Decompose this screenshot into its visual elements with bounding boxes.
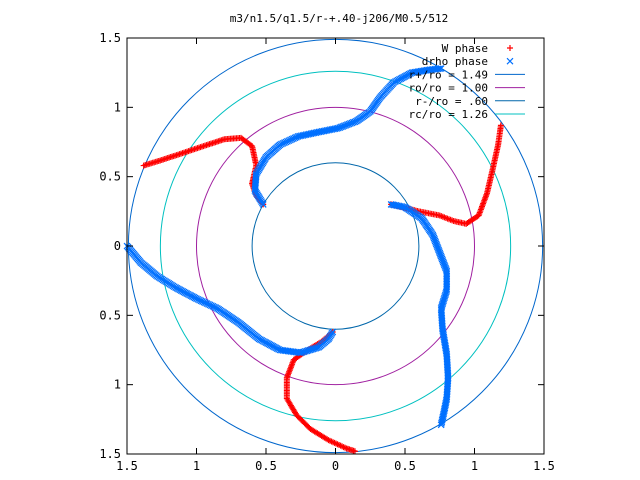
point [497, 122, 504, 129]
x-tick-label: 1 [471, 459, 478, 473]
y-tick-label: 0.5 [99, 170, 121, 184]
y-tick-label: 0.5 [99, 308, 121, 322]
x-tick-label: 0.5 [255, 459, 277, 473]
y-tick-label: 1 [114, 100, 121, 114]
legend-label: W phase [442, 42, 488, 55]
x-tick-label: 1.5 [116, 459, 138, 473]
legend-marker [506, 57, 514, 65]
point [437, 65, 445, 72]
x-tick-label: 0.5 [394, 459, 416, 473]
point [329, 328, 337, 336]
point [437, 421, 445, 429]
point [438, 419, 445, 427]
y-tick-label: 1.5 [99, 447, 121, 461]
circle-1 [196, 106, 475, 386]
legend-label: ro/ro = 1.00 [409, 82, 488, 95]
data-series [123, 65, 504, 455]
y-tick-label: 0 [114, 239, 121, 253]
y-tick-label: 1.5 [99, 31, 121, 45]
x-tick-label: 1 [193, 459, 200, 473]
legend-label: drho phase [422, 55, 488, 68]
x-tick-label: 0 [332, 459, 339, 473]
x-tick-label: 1.5 [533, 459, 555, 473]
point [351, 448, 358, 455]
legend-label: r+/ro = 1.49 [409, 68, 488, 81]
legend-label: r-/ro = .60 [415, 95, 488, 108]
axis-ticks: 1.5 1 0.5 0 0.5 1 1.51.510.500.511.5 [99, 31, 555, 473]
point [436, 65, 444, 73]
legend-marker [507, 45, 513, 51]
legend-label: rc/ro = 1.26 [409, 108, 488, 121]
circle-2 [251, 162, 420, 330]
circle-3 [159, 70, 512, 422]
chart-title: m3/n1.5/q1.5/r-+.40-j206/M0.5/512 [230, 12, 449, 25]
series-1 [123, 65, 452, 429]
y-tick-label: 1 [114, 378, 121, 392]
